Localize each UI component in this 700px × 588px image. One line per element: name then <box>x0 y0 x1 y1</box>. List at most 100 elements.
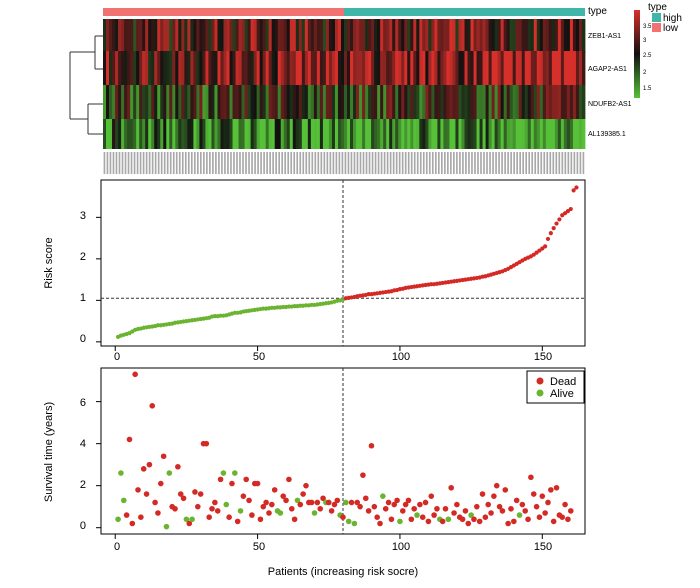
sample-id-mark <box>456 152 458 174</box>
heatmap-cell <box>449 85 453 119</box>
heatmap-cell <box>359 119 363 149</box>
dead-point <box>229 480 235 487</box>
sample-id-mark <box>441 152 443 174</box>
sample-id-mark <box>151 152 154 174</box>
heatmap-cell <box>458 51 462 85</box>
heatmap-cell <box>446 51 450 85</box>
risk-y-tick-label: 0 <box>80 333 86 345</box>
heatmap-cell <box>154 51 158 85</box>
heatmap-cell <box>542 119 547 149</box>
sample-id-mark <box>224 152 226 174</box>
sample-id-mark <box>287 152 290 174</box>
heatmap-cell <box>467 119 471 149</box>
heatmap-cell <box>130 85 134 119</box>
heatmap-cell <box>253 19 258 53</box>
sample-id-mark <box>392 152 395 174</box>
sample-id-mark <box>465 152 467 174</box>
risk-y-axis-label: Risk score <box>43 237 55 288</box>
heatmap-cell <box>172 119 176 149</box>
dead-point <box>548 487 554 493</box>
sample-id-mark <box>133 152 136 174</box>
survival-y-tick-label: 6 <box>80 397 86 409</box>
heatmap-cell <box>301 19 306 53</box>
heatmap-cell <box>280 85 285 119</box>
heatmap-cell <box>220 51 224 85</box>
sample-id-mark <box>540 152 543 174</box>
sample-id-mark <box>275 152 277 174</box>
heatmap-cell <box>169 51 173 85</box>
dead-point <box>129 520 136 527</box>
heatmap-cell <box>331 51 336 85</box>
heatmap-cell <box>356 19 360 53</box>
heatmap-cell <box>328 85 333 119</box>
risk-point <box>574 185 579 190</box>
heatmap-cell <box>175 51 179 85</box>
sample-id-mark <box>299 152 302 174</box>
heatmap-cell <box>347 119 351 149</box>
sample-id-mark <box>178 152 181 174</box>
heatmap-cell <box>533 51 538 85</box>
heatmap-cell <box>566 51 571 85</box>
heatmap-cell <box>491 119 496 149</box>
dead-point <box>385 499 392 506</box>
heatmap-cell <box>325 119 330 149</box>
heatmap-cell <box>452 19 456 53</box>
heatmap-cell <box>383 119 387 149</box>
dead-point <box>334 497 341 504</box>
dead-point <box>197 491 204 497</box>
heatmap-cell <box>461 85 465 119</box>
heatmap-cell <box>392 51 396 85</box>
heatmap-cell <box>169 119 173 149</box>
heatmap-cell <box>482 51 486 85</box>
alive-point <box>397 518 403 525</box>
sample-id-mark <box>127 152 130 174</box>
risk-point <box>571 188 576 193</box>
heatmap-cell <box>148 85 152 119</box>
heatmap-cell <box>359 51 363 85</box>
sample-id-mark <box>278 152 280 174</box>
heatmap-cell <box>244 85 248 119</box>
heatmap-cell <box>410 51 414 85</box>
heatmap-cell <box>482 85 486 119</box>
heatmap-cell <box>545 119 550 149</box>
heatmap-cell <box>298 119 303 149</box>
dead-point <box>140 466 147 472</box>
heatmap-cell <box>398 19 402 53</box>
heatmap-cell <box>217 119 221 149</box>
heatmap-cell <box>301 119 306 149</box>
heatmap-cell <box>557 19 562 53</box>
heatmap-cell <box>395 19 399 53</box>
heatmap-cell <box>328 119 333 149</box>
heatmap-cell <box>196 85 200 119</box>
heatmap-cell <box>250 51 255 85</box>
heatmap-cells <box>103 19 586 149</box>
dead-point <box>482 514 489 520</box>
heatmap-cell <box>392 19 396 53</box>
dead-point <box>348 499 355 506</box>
heatmap-cell <box>307 85 312 119</box>
heatmap-cell <box>127 119 131 149</box>
heatmap-cell <box>253 85 258 119</box>
sample-id-mark <box>160 152 163 174</box>
sample-id-mark <box>407 152 410 174</box>
dead-point <box>209 505 215 512</box>
sample-id-mark <box>260 152 262 174</box>
heatmap-cell <box>235 19 239 53</box>
alive-point <box>343 499 349 506</box>
sample-id-mark <box>112 152 115 174</box>
legend-alive-label: Alive <box>550 388 574 400</box>
heatmap-cell <box>455 119 459 149</box>
dead-point <box>195 503 201 510</box>
dead-point <box>177 491 184 497</box>
heatmap-cell <box>473 19 477 53</box>
sample-id-mark <box>356 152 359 174</box>
heatmap-cell <box>494 51 499 85</box>
sample-id-mark <box>579 152 582 174</box>
heatmap-cell <box>139 19 143 53</box>
heatmap-cell <box>187 51 191 85</box>
risk-cutoff-lines <box>101 180 585 346</box>
heatmap-cell <box>199 85 203 119</box>
heatmap-cell <box>569 119 574 149</box>
heatmap-cell <box>223 19 227 53</box>
dead-point <box>508 505 514 512</box>
